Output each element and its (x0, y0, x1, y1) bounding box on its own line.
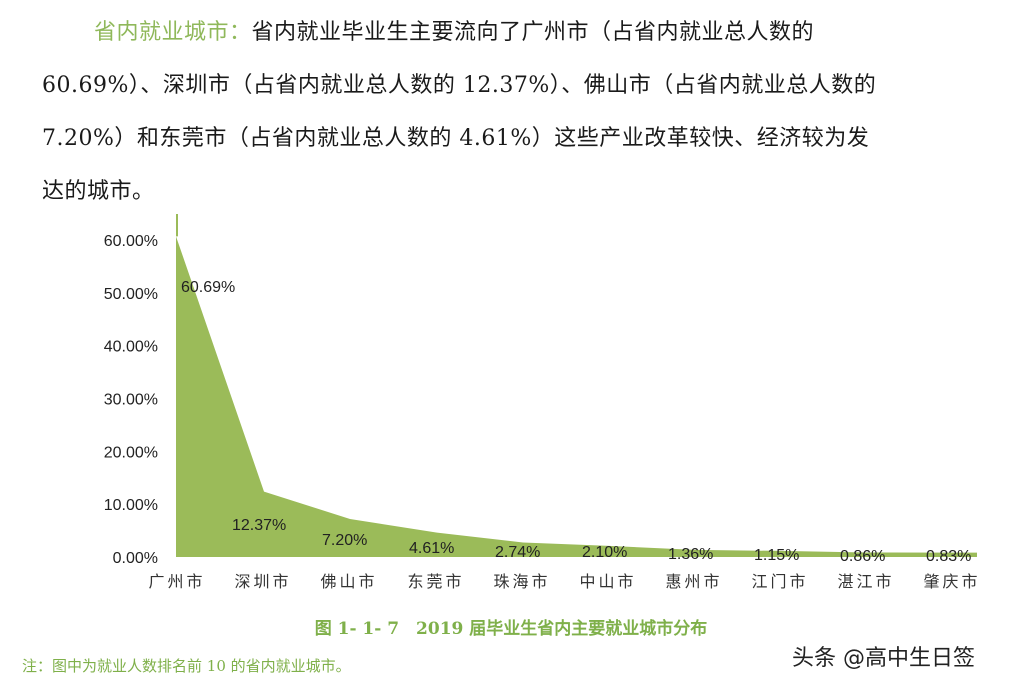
paragraph-line-3: 7.20%）和东莞市（占省内就业总人数的 4.61%）这些产业改革较快、经济较为… (42, 126, 870, 151)
watermark: 头条 @高中生日签 (792, 646, 975, 671)
x-tick-label: 肇庆市 (923, 572, 980, 591)
x-tick-label: 中山市 (579, 572, 636, 591)
x-axis: 广州市 深圳市 佛山市 东莞市 珠海市 中山市 惠州市 江门市 湛江市 肇庆市 (148, 572, 980, 591)
x-tick-label: 江门市 (751, 572, 808, 591)
data-label: 2.74% (495, 544, 540, 561)
y-axis: 0.00% 10.00% 20.00% 30.00% 40.00% 50.00% 60.00… (104, 233, 158, 567)
x-tick-label: 深圳市 (234, 572, 291, 591)
data-label: 12.37% (232, 517, 286, 534)
data-label: 0.86% (840, 548, 885, 565)
y-tick-label: 30.00% (104, 392, 158, 409)
data-label: 2.10% (582, 544, 627, 561)
area-series (176, 236, 977, 558)
data-label: 4.61% (409, 540, 454, 557)
x-tick-label: 湛江市 (837, 572, 894, 591)
data-label: 7.20% (322, 532, 367, 549)
x-tick-label: 惠州市 (665, 572, 722, 591)
x-tick-label: 佛山市 (320, 572, 377, 591)
data-label: 1.36% (668, 546, 713, 563)
y-tick-label: 50.00% (104, 286, 158, 303)
y-tick-label: 40.00% (104, 339, 158, 356)
paragraph-line-2: 60.69%）、深圳市（占省内就业总人数的 12.37%）、佛山市（占省内就业总… (42, 73, 877, 98)
data-labels: 60.69% 12.37% 7.20% 4.61% 2.74% 2.10% 1.36% 1.1… (181, 279, 971, 565)
data-label: 60.69% (181, 279, 235, 296)
section-heading: 省内就业城市： (94, 20, 252, 45)
y-tick-label: 0.00% (113, 550, 158, 567)
paragraph-line-1: 省内就业城市：省内就业毕业生主要流向了广州市（占省内就业总人数的 (94, 20, 815, 45)
y-tick-label: 20.00% (104, 444, 158, 461)
y-tick-label: 10.00% (104, 497, 158, 514)
intro-paragraph: 省内就业城市：省内就业毕业生主要流向了广州市（占省内就业总人数的 60.69%）… (42, 6, 942, 218)
area-chart: 0.00% 10.00% 20.00% 30.00% 40.00% 50.00% 60.00… (104, 214, 980, 591)
data-label: 0.83% (926, 548, 971, 565)
x-tick-label: 广州市 (148, 572, 205, 591)
figure-caption: 图 1- 1- 7 2019 届毕业生省内主要就业城市分布 (314, 619, 708, 639)
x-tick-label: 珠海市 (493, 572, 550, 591)
data-label: 1.15% (754, 547, 799, 564)
paragraph-line-4: 达的城市。 (42, 179, 155, 204)
y-tick-label: 60.00% (104, 233, 158, 250)
figure-note: 注：图中为就业人数排名前 10 的省内就业城市。 (22, 657, 351, 675)
x-tick-label: 东莞市 (407, 572, 464, 591)
